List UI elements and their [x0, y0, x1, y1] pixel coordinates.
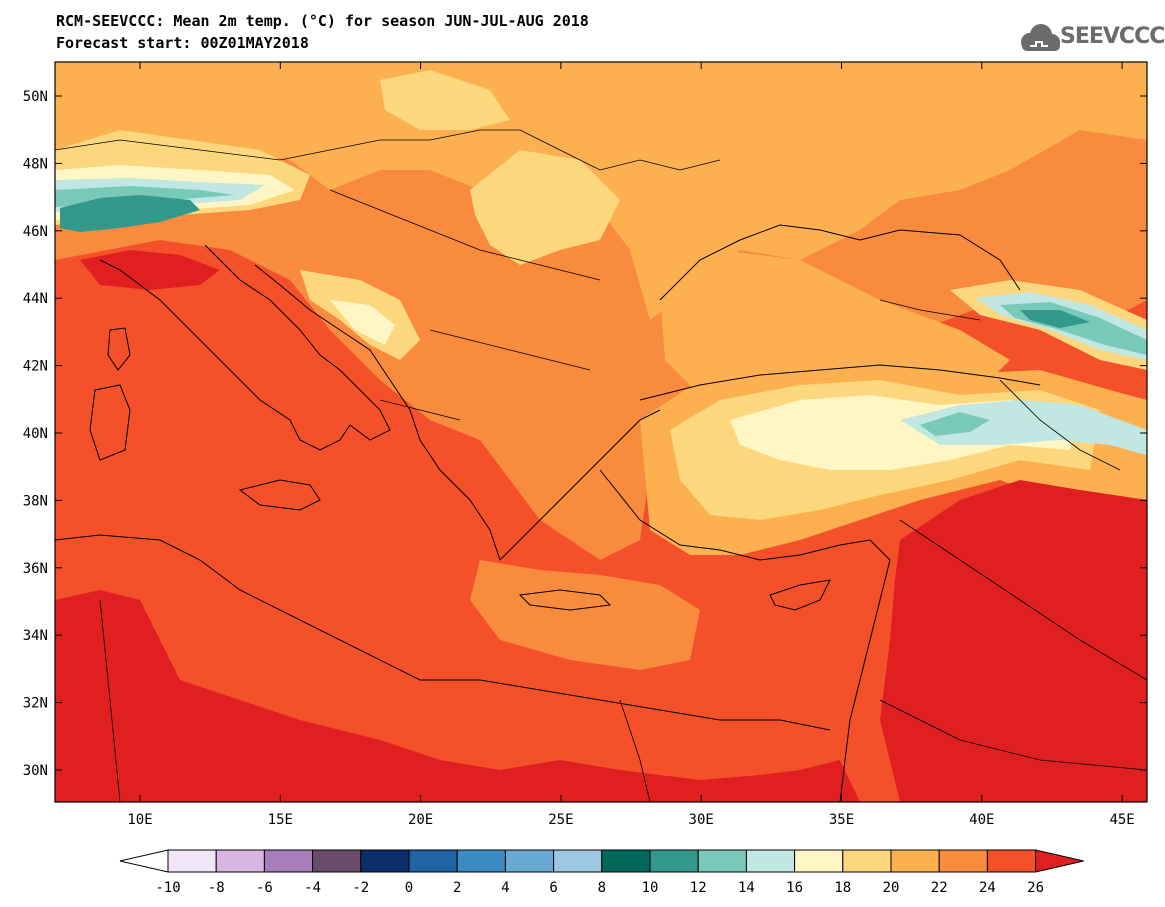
colorbar-label: 4 — [501, 880, 509, 896]
map-title: RCM-SEEVCCC: Mean 2m temp. (°C) for seas… — [56, 12, 589, 30]
colorbar-swatch — [745, 849, 796, 873]
colorbar-label: 20 — [883, 880, 900, 896]
lon-label: 25E — [548, 812, 573, 828]
colorbar-label: 6 — [549, 880, 557, 896]
colorbar-label: 8 — [598, 880, 606, 896]
colorbar-swatch — [601, 849, 651, 873]
colorbar-label: -4 — [304, 880, 321, 896]
lat-label: 36N — [23, 561, 48, 577]
colorbar-label: -10 — [155, 880, 180, 896]
corsica-coast — [107, 327, 131, 371]
lon-label: 20E — [408, 812, 433, 828]
logo-text: SEEVCCC — [1060, 24, 1165, 49]
colorbar-label: 24 — [979, 880, 996, 896]
field-16-18-balkans — [330, 300, 395, 345]
colorbar-swatch — [360, 849, 410, 873]
lat-label: 38N — [23, 493, 48, 509]
latitude-axis: 50N 48N 46N 44N 42N 40N 38N 36N 34N 32N 30N — [23, 89, 1147, 779]
colorbar-swatch — [167, 849, 217, 873]
colorbar-swatch — [842, 849, 892, 873]
levant-coast — [839, 559, 891, 802]
colorbar-swatch — [408, 849, 458, 873]
colorbar-swatch — [263, 849, 314, 873]
sardinia-coast — [89, 384, 131, 461]
colorbar-swatch — [890, 849, 940, 873]
lat-label: 30N — [23, 763, 48, 779]
lat-label: 44N — [23, 291, 48, 307]
lon-label: 30E — [689, 812, 714, 828]
lat-label: 50N — [23, 89, 48, 105]
balkan-coast — [254, 264, 661, 561]
sicily-coast — [238, 479, 321, 511]
colorbar-swatch — [215, 849, 265, 873]
field-26-plus-north-africa — [55, 590, 860, 802]
colorbar-under-arrow — [119, 849, 169, 873]
seevccc-logo — [1021, 24, 1060, 51]
colorbar-label: 16 — [786, 880, 803, 896]
colorbar-swatch — [794, 849, 844, 873]
lon-label: 40E — [969, 812, 994, 828]
colorbar-swatch — [553, 849, 603, 873]
colorbar-swatch — [312, 849, 362, 873]
colorbar-swatch — [504, 849, 555, 873]
field-26-plus-tyrrhenian — [80, 250, 220, 290]
colorbar-label: 2 — [453, 880, 461, 896]
colorbar-swatch — [697, 849, 747, 873]
longitude-axis: 10E 15E 20E 25E 30E 35E 40E 45E — [127, 62, 1135, 828]
colorbar-label: 22 — [931, 880, 948, 896]
lat-label: 34N — [23, 628, 48, 644]
field-18-20-carpathian — [470, 150, 620, 265]
turkey-north-coast — [639, 364, 1041, 401]
coastlines — [55, 129, 1147, 802]
forecast-start-label: Forecast start: 00Z01MAY2018 — [56, 34, 309, 52]
cyprus-coast — [769, 579, 831, 611]
africa-north-coast — [55, 534, 831, 731]
lon-label: 45E — [1109, 812, 1134, 828]
colorbar-label: 0 — [405, 880, 413, 896]
colorbar-label: 26 — [1027, 880, 1044, 896]
colorbar: -10 -8 -6 -4 -2 0 2 4 6 8 10 12 14 16 18 20 22 24 26 — [119, 849, 1084, 896]
colorbar-label: -2 — [352, 880, 369, 896]
lon-label: 10E — [127, 812, 152, 828]
crete-coast — [518, 589, 612, 611]
colorbar-label: -6 — [256, 880, 273, 896]
italy-coast — [99, 244, 391, 451]
colorbar-swatch — [986, 849, 1037, 873]
colorbar-label: 12 — [690, 880, 707, 896]
temperature-field — [55, 62, 1147, 802]
black-sea-north-coast — [659, 224, 1021, 301]
colorbar-swatch — [938, 849, 988, 873]
colorbar-label: 18 — [834, 880, 851, 896]
map-frame — [54, 61, 1148, 803]
colorbar-over-arrow — [1035, 849, 1084, 873]
lat-label: 46N — [23, 224, 48, 240]
colorbar-swatch — [456, 849, 506, 873]
colorbar-label: 14 — [738, 880, 755, 896]
field-10-12-caucasus — [1020, 310, 1090, 328]
lon-label: 35E — [829, 812, 854, 828]
lat-label: 40N — [23, 426, 48, 442]
cloud-icon — [1021, 24, 1060, 51]
field-22-24-aegean-south — [470, 560, 700, 670]
land-borders — [55, 129, 1147, 802]
field-18-20-poland — [380, 70, 510, 130]
lat-label: 42N — [23, 359, 48, 375]
colorbar-label: 10 — [642, 880, 659, 896]
lat-label: 48N — [23, 156, 48, 172]
field-26-plus-middle-east — [880, 480, 1147, 802]
colorbar-label: -8 — [208, 880, 225, 896]
colorbar-swatch — [649, 849, 699, 873]
lon-label: 15E — [268, 812, 293, 828]
lat-label: 32N — [23, 696, 48, 712]
field-12-14-anatolia — [920, 412, 990, 436]
turkey-south-coast — [599, 469, 891, 561]
field-10-12-alps — [60, 195, 200, 232]
field-20-22-blacksea — [660, 250, 1010, 395]
